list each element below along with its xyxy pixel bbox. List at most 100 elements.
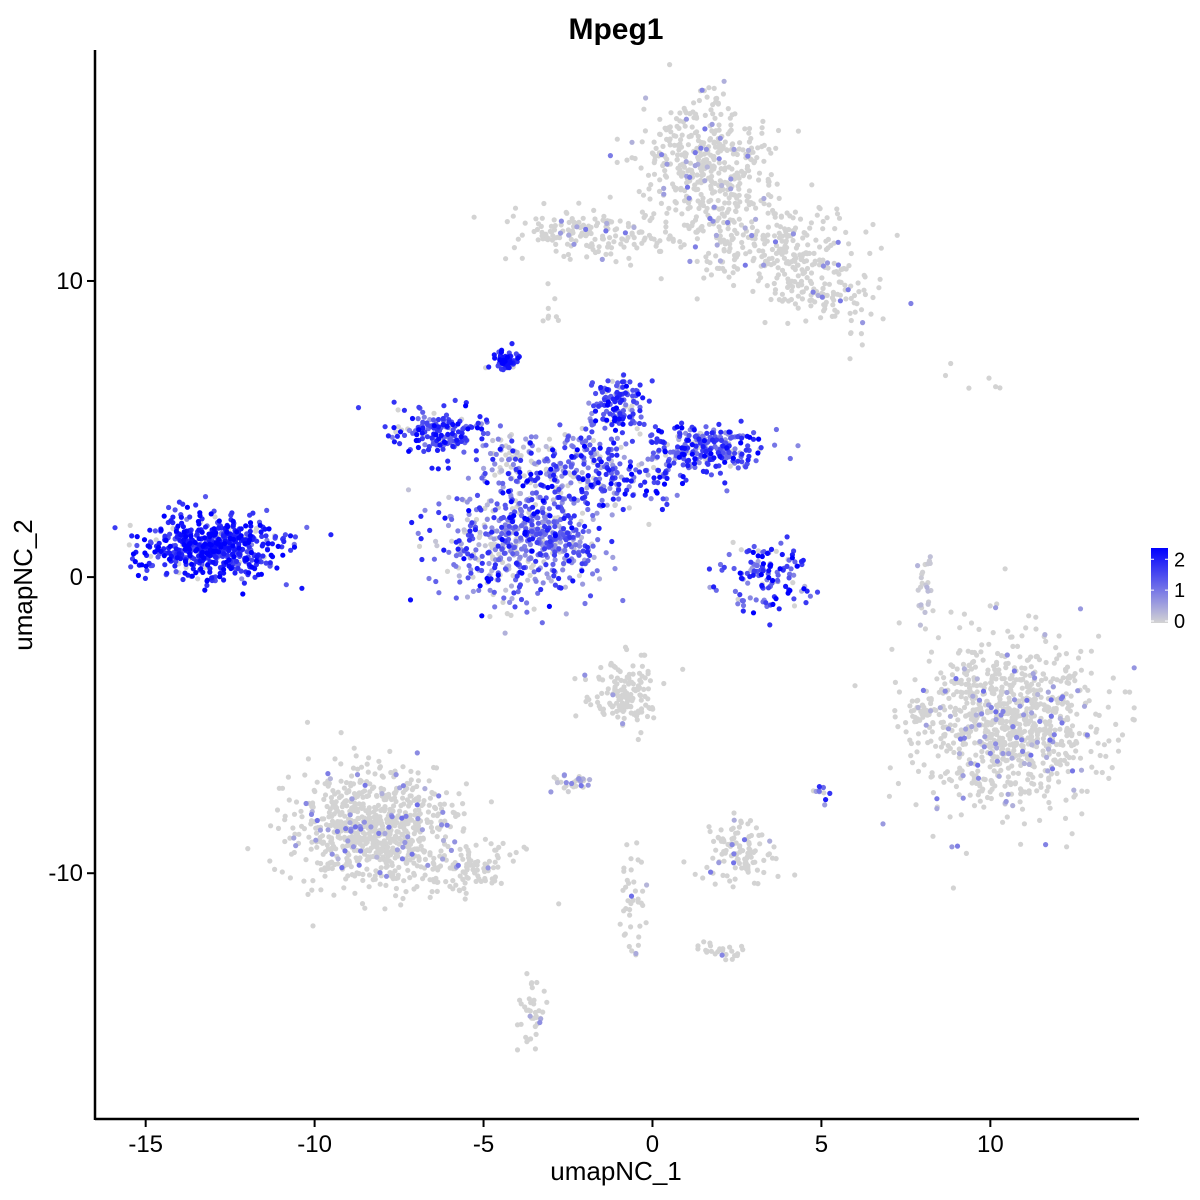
- cell-point: [765, 176, 771, 182]
- cell-point: [463, 781, 469, 787]
- cell-point: [971, 658, 977, 665]
- cell-point: [938, 774, 944, 780]
- cell-point: [703, 146, 710, 152]
- cell-point: [952, 722, 958, 728]
- cell-point: [699, 172, 705, 179]
- cell-point: [532, 477, 538, 483]
- cell-point: [990, 630, 996, 636]
- cell-point: [595, 248, 602, 255]
- cell-point: [739, 459, 745, 465]
- cell-point: [518, 1001, 524, 1007]
- cell-point: [1017, 799, 1023, 805]
- cell-point: [1048, 679, 1054, 685]
- cell-point: [427, 894, 433, 901]
- cell-point: [648, 496, 654, 502]
- cell-point: [994, 659, 1000, 666]
- cell-point: [276, 785, 282, 791]
- cell-point: [397, 808, 403, 814]
- cell-point: [637, 382, 643, 388]
- cell-point: [532, 1046, 539, 1052]
- cell-point: [942, 688, 948, 694]
- cell-point: [1043, 729, 1050, 735]
- cell-point: [511, 590, 517, 596]
- cell-point: [837, 292, 844, 298]
- cell-point: [739, 943, 745, 949]
- cell-point: [575, 531, 581, 537]
- cell-point: [530, 562, 536, 568]
- cell-point: [702, 112, 708, 118]
- cell-point: [591, 207, 597, 213]
- cell-point: [702, 126, 708, 132]
- cell-point: [822, 302, 828, 308]
- cell-point: [1012, 781, 1018, 787]
- cell-point: [966, 731, 972, 737]
- cell-point: [1069, 768, 1076, 774]
- cell-point: [579, 230, 585, 236]
- cell-point: [571, 470, 577, 476]
- cell-point: [749, 224, 756, 230]
- cell-point: [731, 146, 737, 152]
- cell-point: [640, 888, 646, 894]
- cell-point: [460, 869, 466, 875]
- cell-point: [629, 230, 635, 236]
- cell-point: [975, 762, 981, 768]
- cell-point: [703, 424, 709, 430]
- cell-point: [431, 410, 437, 416]
- cell-point: [391, 399, 397, 405]
- cell-point: [973, 780, 980, 787]
- cell-point: [771, 233, 778, 239]
- cell-point: [420, 409, 426, 415]
- cell-point: [856, 289, 862, 295]
- cell-point: [631, 398, 637, 404]
- cell-point: [552, 523, 558, 530]
- cell-point: [461, 527, 467, 533]
- cell-point: [326, 823, 332, 829]
- cell-point: [1026, 613, 1032, 619]
- cell-point: [362, 905, 368, 911]
- cell-point: [985, 667, 991, 673]
- cell-point: [646, 521, 652, 528]
- cell-point: [1041, 793, 1047, 799]
- cell-point: [479, 560, 485, 566]
- cell-point: [550, 453, 557, 459]
- cell-point: [452, 839, 458, 845]
- cell-point: [746, 834, 752, 840]
- cell-point: [915, 587, 921, 593]
- cell-point: [795, 128, 802, 134]
- cell-point: [618, 444, 624, 450]
- cell-point: [775, 272, 782, 278]
- cell-point: [376, 830, 382, 837]
- cell-point: [414, 846, 420, 852]
- cell-point: [703, 254, 709, 260]
- cell-point: [685, 142, 692, 148]
- cell-point: [579, 561, 585, 567]
- cell-point: [1020, 743, 1026, 749]
- cell-point: [400, 764, 406, 770]
- cell-point: [404, 860, 410, 866]
- cell-point: [392, 790, 398, 797]
- cell-point: [1018, 692, 1024, 698]
- cell-point: [607, 153, 614, 159]
- cell-point: [729, 956, 735, 962]
- cell-point: [564, 530, 571, 536]
- cell-point: [616, 496, 622, 502]
- cell-point: [692, 130, 699, 136]
- cell-point: [713, 463, 719, 469]
- cell-point: [290, 825, 296, 831]
- cell-point: [715, 149, 721, 156]
- cell-point: [676, 125, 682, 131]
- cell-point: [711, 153, 717, 160]
- cell-point: [1011, 680, 1017, 686]
- cell-point: [790, 237, 796, 244]
- cell-point: [637, 692, 643, 698]
- cell-point: [621, 932, 627, 938]
- cell-point: [773, 426, 780, 433]
- cell-point: [403, 889, 409, 895]
- cell-point: [650, 450, 657, 456]
- cell-point: [915, 740, 921, 746]
- cell-point: [314, 817, 320, 824]
- cell-point: [379, 806, 385, 812]
- cell-point: [584, 254, 590, 260]
- cell-point: [591, 554, 597, 561]
- cell-point: [495, 436, 501, 442]
